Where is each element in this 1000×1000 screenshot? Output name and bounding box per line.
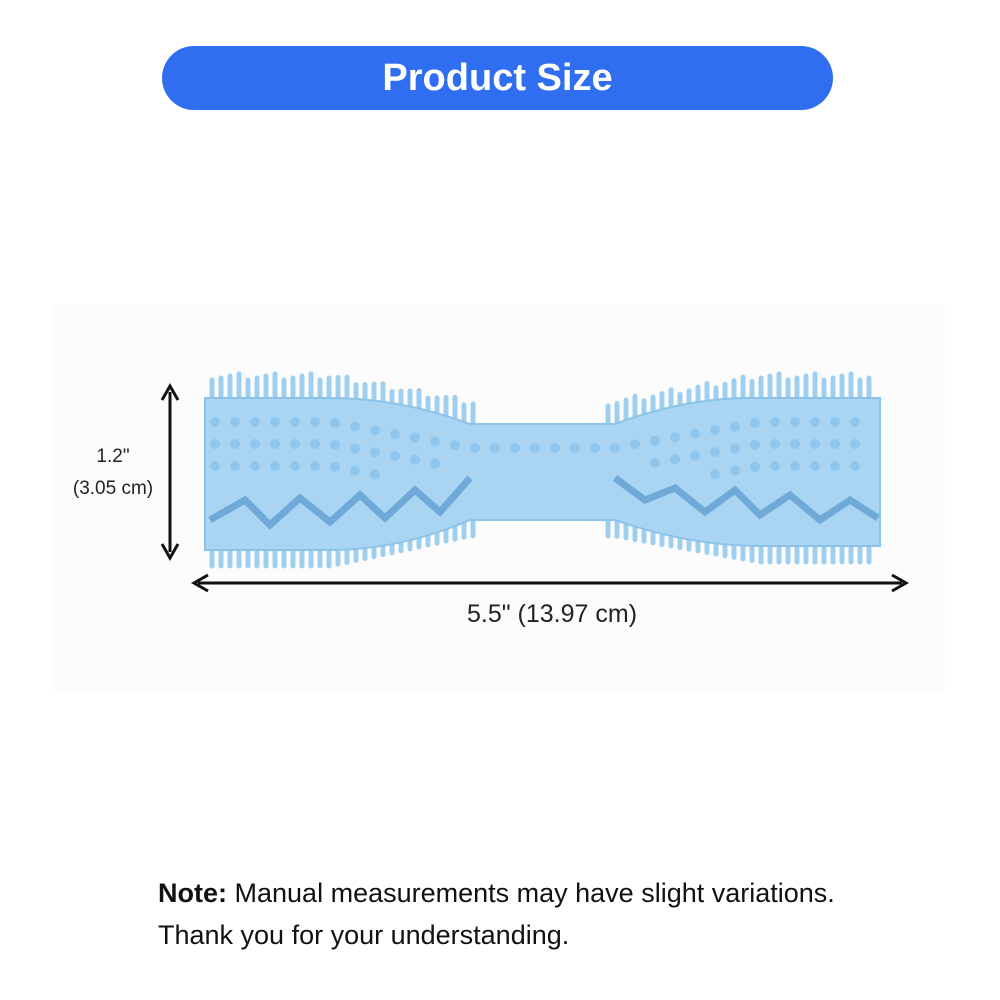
zigzag-left <box>208 475 473 530</box>
dot <box>790 439 800 449</box>
dot <box>370 425 380 436</box>
note-label: Note: <box>158 878 227 908</box>
dot <box>430 436 440 447</box>
dot <box>530 443 540 453</box>
dot <box>690 450 700 461</box>
dot <box>850 461 860 471</box>
dot <box>270 461 280 471</box>
dot <box>490 443 500 453</box>
dot <box>650 457 660 468</box>
dot <box>250 461 260 471</box>
dot <box>730 465 740 476</box>
zigzag-right <box>612 475 880 525</box>
note-text: Manual measurements may have slight vari… <box>158 878 835 950</box>
dot <box>770 461 780 471</box>
dot <box>370 447 380 458</box>
length-label: 5.5" (13.97 cm) <box>467 600 637 628</box>
dot <box>210 417 220 427</box>
dot <box>390 451 400 462</box>
dot <box>830 439 840 449</box>
dot <box>470 443 480 453</box>
dot <box>330 461 340 472</box>
height-arrowheads <box>160 382 180 562</box>
dot <box>710 425 720 436</box>
dot <box>290 461 300 471</box>
dot <box>350 465 360 476</box>
dot <box>810 439 820 449</box>
dot <box>830 417 840 427</box>
dot <box>850 417 860 427</box>
dot <box>330 439 340 450</box>
height-label: 1.2" <box>96 446 129 467</box>
dot <box>790 417 800 427</box>
dot <box>410 432 420 443</box>
dot <box>270 417 280 427</box>
dot <box>390 429 400 440</box>
dot <box>570 443 580 453</box>
dot <box>290 439 300 449</box>
dot <box>690 428 700 439</box>
note: Note: Manual measurements may have sligh… <box>158 872 858 956</box>
height-metric-label: (3.05 cm) <box>73 478 153 499</box>
dot <box>670 454 680 465</box>
dot <box>370 469 380 480</box>
title: Product Size <box>382 56 613 99</box>
dot <box>230 417 240 427</box>
dot <box>250 439 260 449</box>
dot <box>670 432 680 443</box>
dot <box>550 443 560 453</box>
dot <box>730 443 740 454</box>
dot <box>350 421 360 432</box>
dot <box>210 461 220 471</box>
dot <box>790 461 800 471</box>
dot <box>450 440 460 451</box>
length-arrowheads <box>190 573 910 593</box>
dot <box>770 439 780 449</box>
dot <box>230 461 240 471</box>
dot <box>270 439 280 449</box>
dot <box>290 417 300 427</box>
dot <box>650 435 660 446</box>
title-banner: Product Size <box>162 46 833 110</box>
spikes <box>209 371 872 569</box>
dot <box>810 461 820 471</box>
dot <box>350 443 360 454</box>
dot <box>730 421 740 432</box>
dot <box>770 417 780 427</box>
dot <box>710 447 720 458</box>
dot <box>810 417 820 427</box>
dot <box>310 417 320 427</box>
dot <box>750 417 760 428</box>
dots <box>210 417 860 480</box>
dot <box>510 443 520 453</box>
dot <box>750 461 760 472</box>
dot <box>630 439 640 450</box>
dot <box>610 443 620 453</box>
dot <box>310 461 320 471</box>
dot <box>410 454 420 465</box>
dot <box>850 439 860 449</box>
dot <box>210 439 220 449</box>
dot <box>230 439 240 449</box>
dot <box>330 417 340 428</box>
dot <box>710 469 720 480</box>
dot <box>830 461 840 471</box>
dot <box>590 443 600 453</box>
dot <box>430 458 440 469</box>
dot <box>750 439 760 450</box>
dot <box>250 417 260 427</box>
dot <box>310 439 320 449</box>
